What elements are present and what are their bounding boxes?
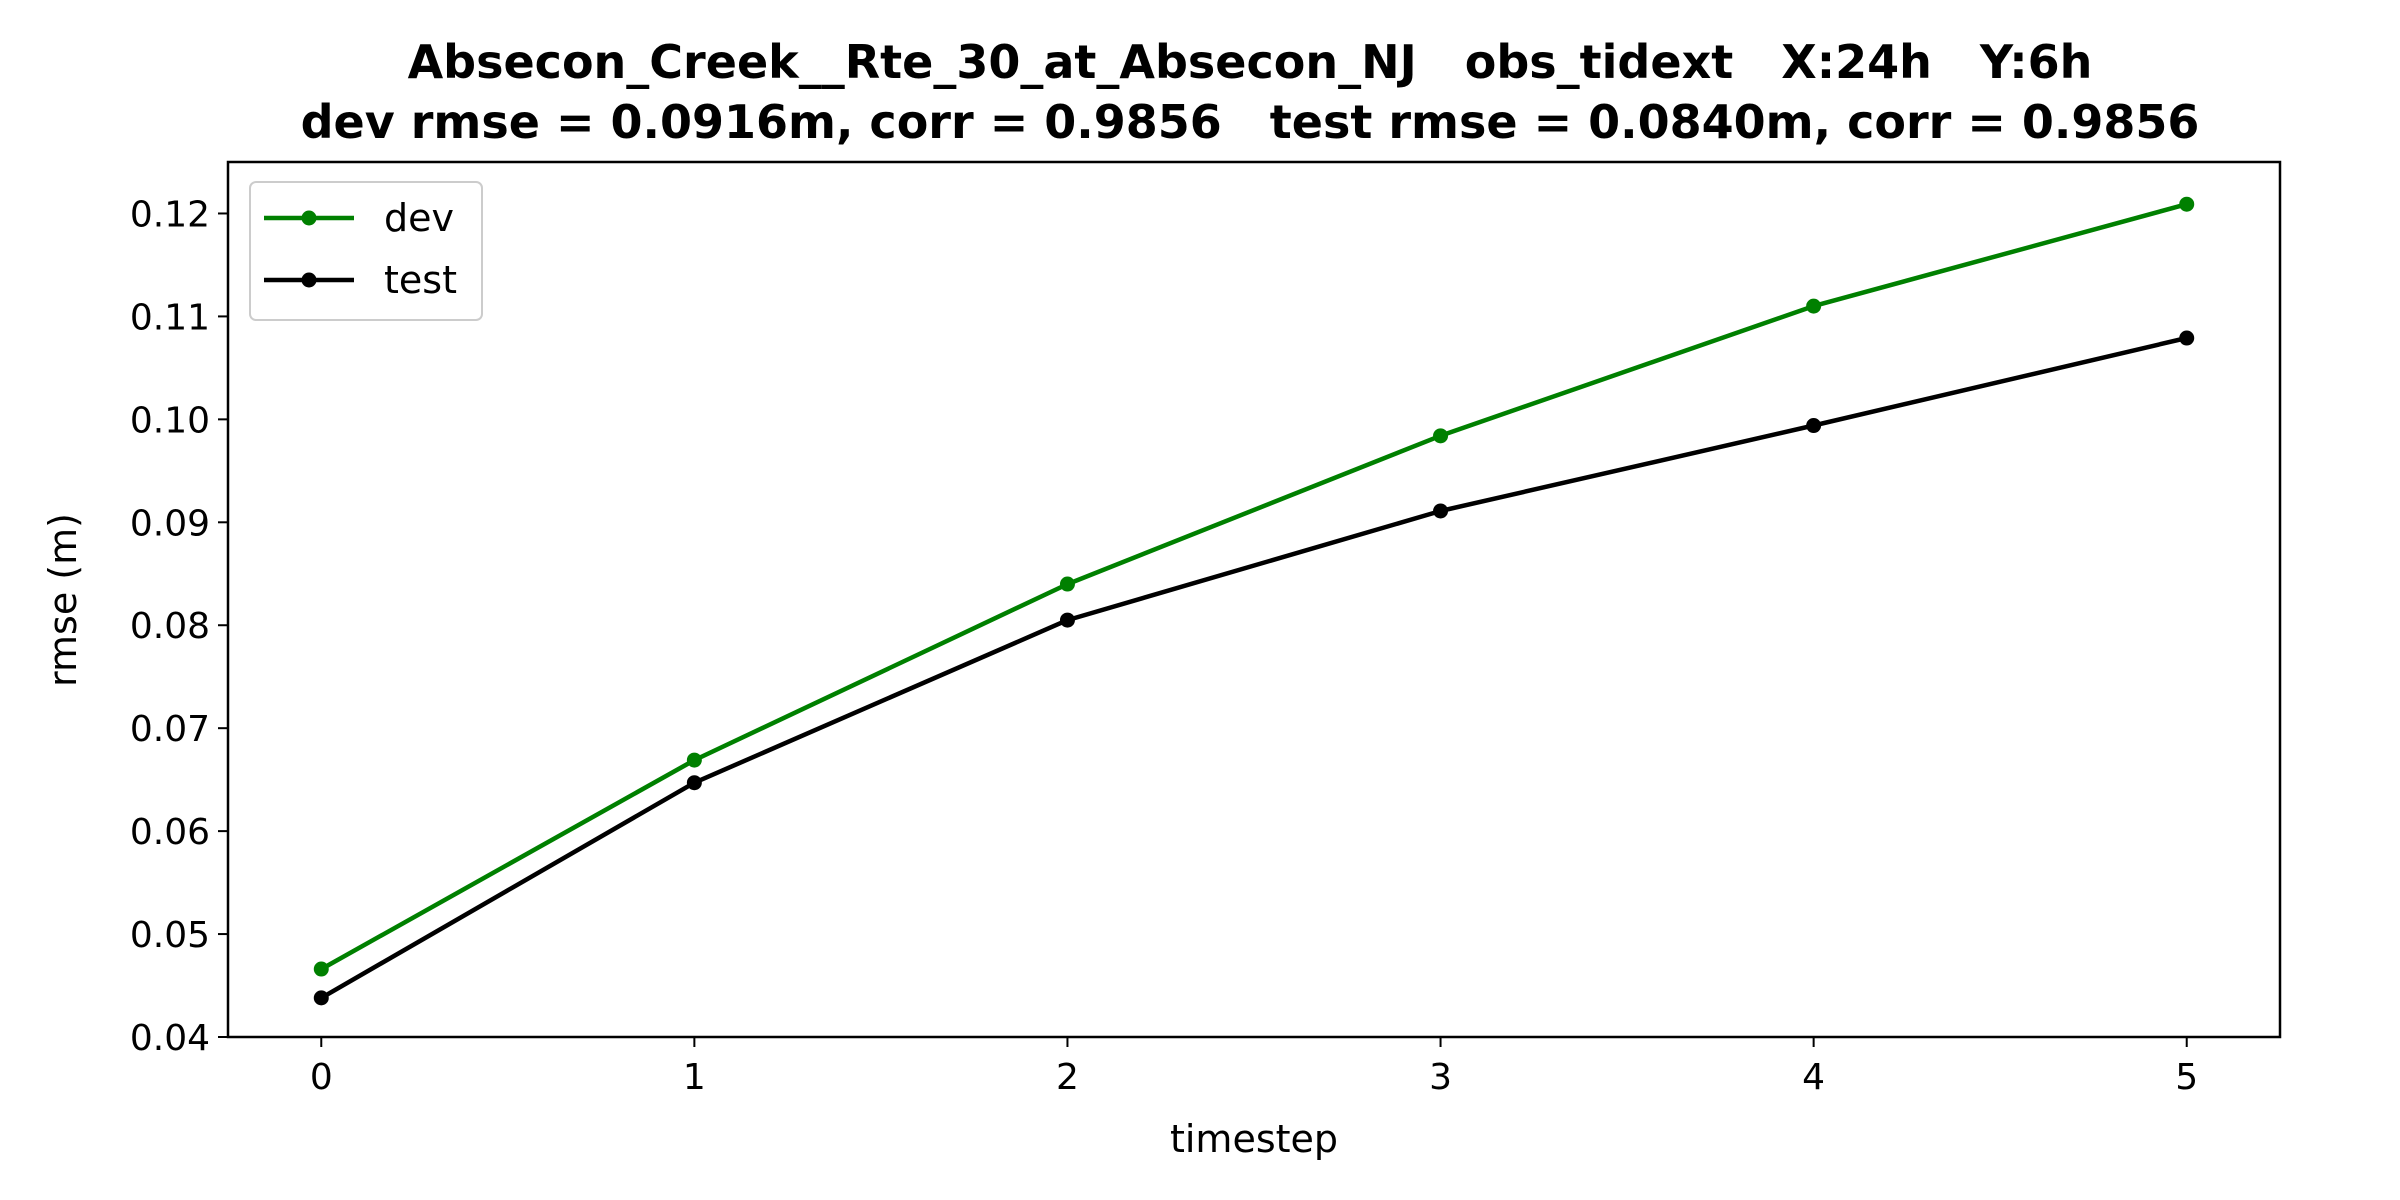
chart-title: Absecon_Creek__Rte_30_at_Absecon_NJ obs_… (408, 35, 2093, 89)
y-tick-label: 0.06 (130, 812, 210, 853)
data-point-dev (313, 961, 329, 977)
x-tick-label: 1 (683, 1057, 706, 1098)
series-line-test (320, 335, 2188, 1000)
y-tick-label: 0.08 (130, 606, 210, 647)
y-tick-label: 0.09 (130, 503, 210, 544)
x-tick-label: 3 (1429, 1057, 1452, 1098)
legend-label-test: test (384, 258, 457, 302)
y-axis-label: rmse (m) (41, 513, 85, 687)
data-point-test (2179, 330, 2195, 346)
data-point-dev (1059, 576, 1075, 592)
legend-marker-test (301, 272, 317, 288)
series-layer (313, 196, 2195, 1006)
x-tick-label: 0 (310, 1057, 333, 1098)
data-point-test (1059, 612, 1075, 628)
x-tick-label: 5 (2175, 1057, 2198, 1098)
y-tick-label: 0.10 (130, 400, 210, 441)
y-tick-label: 0.11 (130, 297, 210, 338)
legend-marker-dev (301, 210, 317, 226)
legend: dev test (249, 181, 483, 321)
data-point-dev (686, 752, 702, 768)
data-point-test (313, 990, 329, 1006)
data-point-test (1806, 418, 1822, 434)
legend-label-dev: dev (384, 196, 454, 240)
y-tick-label: 0.04 (130, 1018, 210, 1059)
x-axis: 0 1 2 3 4 5 (310, 1037, 2198, 1098)
y-tick-label: 0.12 (130, 194, 210, 235)
data-point-dev (2179, 196, 2195, 212)
data-point-dev (1433, 428, 1449, 444)
plot-area-frame (226, 160, 2282, 1039)
x-axis-label: timestep (1170, 1117, 1338, 1161)
data-point-dev (1806, 298, 1822, 314)
series-line-dev (320, 202, 2188, 972)
y-tick-label: 0.05 (130, 915, 210, 956)
data-point-test (686, 775, 702, 791)
y-axis: 0.04 0.05 0.06 0.07 0.08 0.09 0.10 0.11 0.12 (130, 194, 228, 1059)
y-tick-label: 0.07 (130, 709, 210, 750)
x-tick-label: 4 (1802, 1057, 1825, 1098)
x-tick-label: 2 (1056, 1057, 1079, 1098)
chart-subtitle: dev rmse = 0.0916m, corr = 0.9856 test r… (301, 95, 2200, 149)
data-point-test (1433, 503, 1449, 519)
